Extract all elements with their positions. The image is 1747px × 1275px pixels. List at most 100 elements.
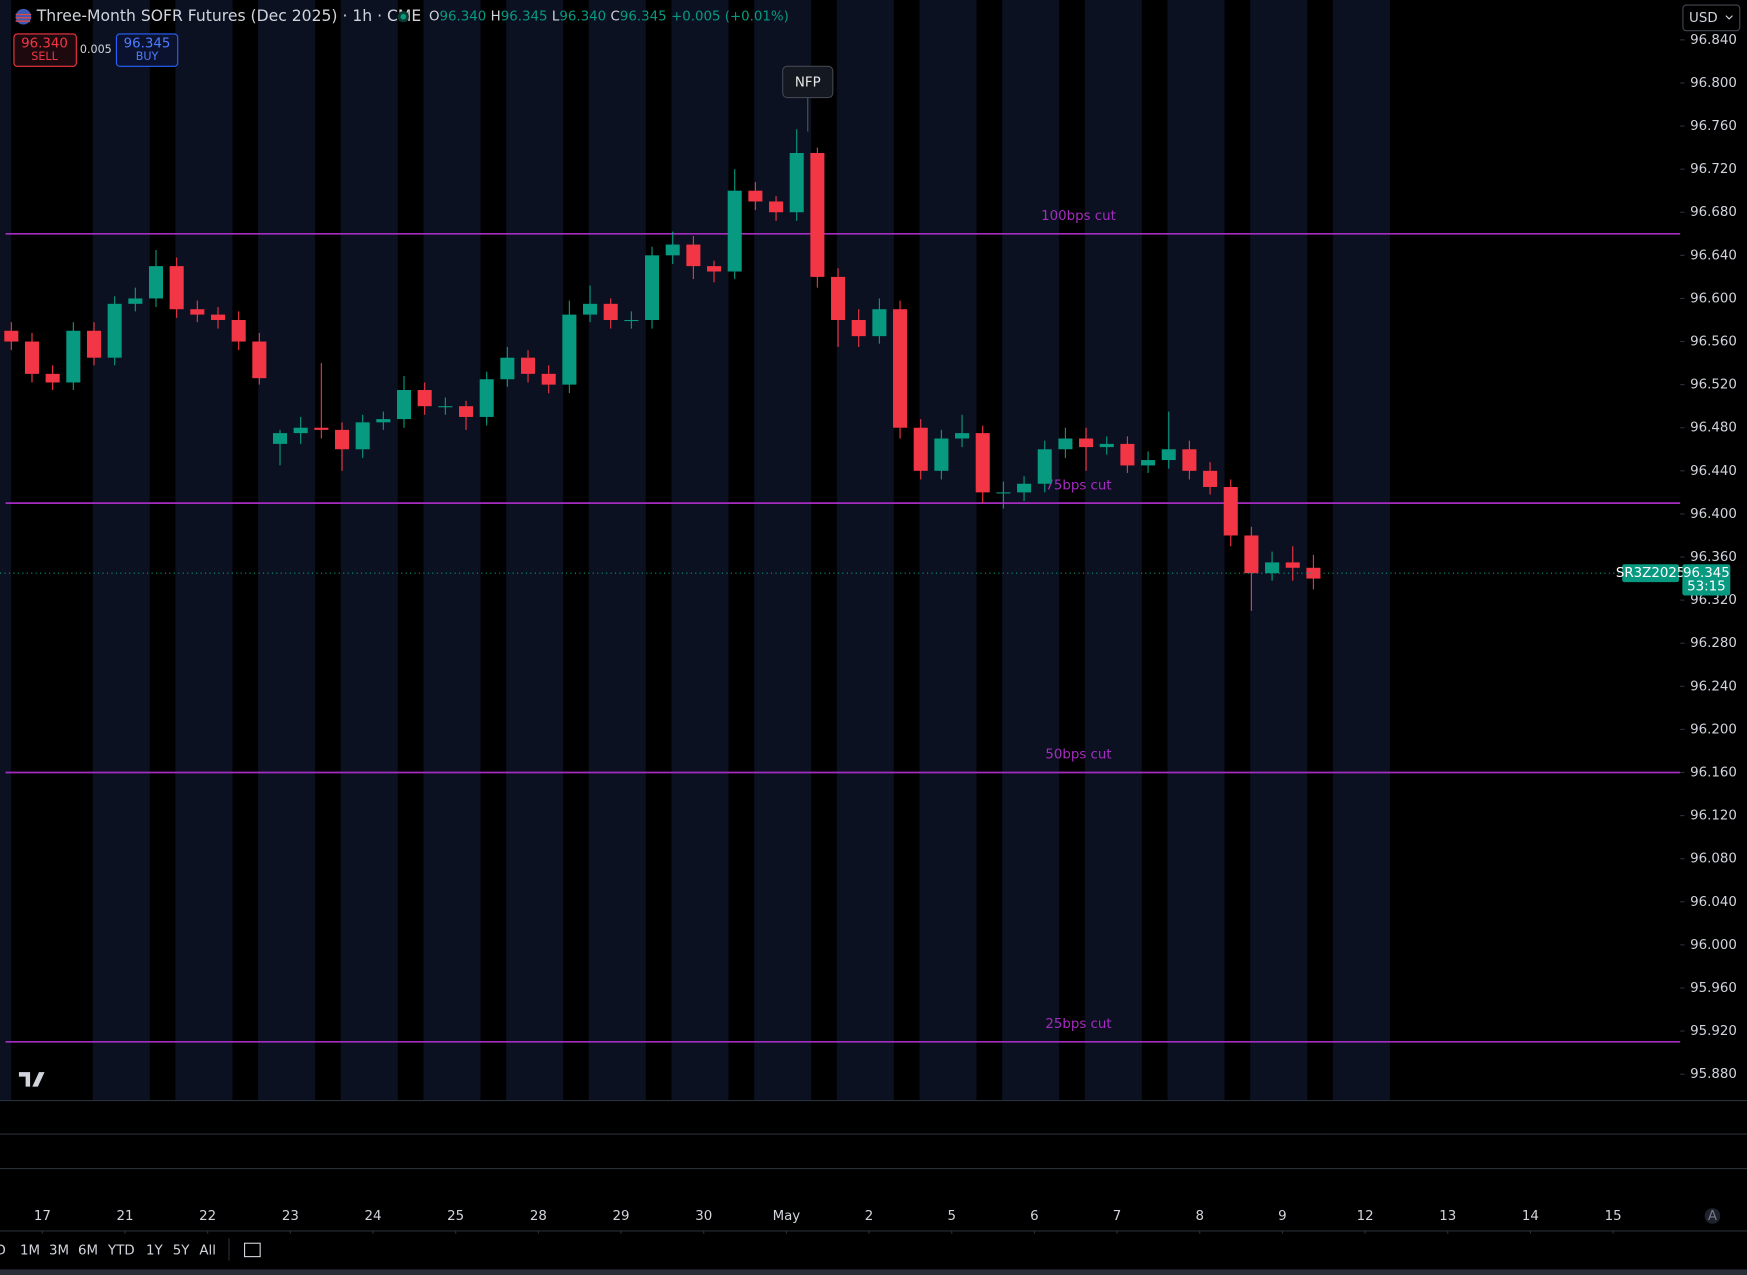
level-label: 50bps cut (1045, 748, 1111, 763)
candle-body (955, 433, 970, 439)
candle-body (417, 390, 432, 407)
y-tick-label: 96.200 (1690, 722, 1737, 737)
candle-body (872, 309, 887, 337)
candle-body (521, 357, 536, 374)
candle-body (4, 330, 19, 342)
auto-scale-button[interactable] (1704, 1208, 1721, 1224)
candle-body (24, 341, 40, 374)
x-tick-label: 14 (1522, 1209, 1539, 1224)
candle-body (314, 427, 329, 430)
candle-body (66, 330, 81, 383)
ohlc-key: H (491, 10, 501, 25)
candle-body (355, 422, 370, 450)
candle-body (748, 190, 763, 202)
candle-body (810, 152, 825, 277)
symbol-title[interactable]: Three-Month SOFR Futures (Dec 2025) · 1h… (36, 7, 421, 25)
candle-body (769, 201, 784, 213)
y-tick-label: 96.280 (1690, 636, 1737, 651)
ohlc-key: L (552, 10, 560, 25)
ohlc-value: 96.340 (559, 10, 606, 25)
candle-body (458, 406, 474, 417)
ohlc-legend: O96.340 H96.345 L96.340 C96.345 +0.005 (+0.0… (429, 10, 789, 25)
calendar-icon[interactable] (244, 1242, 261, 1258)
range-button[interactable]: 5Y (173, 1243, 190, 1258)
candle-body (1285, 562, 1300, 568)
auto-scale-icon: A (1708, 1209, 1718, 1224)
level-label: 75bps cut (1045, 478, 1111, 493)
session-band (175, 0, 233, 1101)
y-tick-label: 96.560 (1690, 335, 1737, 350)
candle-body (231, 319, 246, 342)
x-tick-label: 17 (34, 1209, 51, 1224)
candle-body (86, 330, 102, 358)
sell-label: SELL (31, 50, 58, 63)
candle-body (624, 319, 639, 322)
candle-body (190, 309, 205, 315)
session-band (1084, 0, 1142, 1101)
candle-body (107, 303, 122, 358)
range-button[interactable]: 3M (49, 1243, 69, 1258)
x-tick-label: 2 (865, 1209, 873, 1224)
session-band (1167, 0, 1225, 1101)
candle-body (334, 429, 350, 450)
y-tick-label: 96.400 (1690, 507, 1737, 522)
x-tick-label: 23 (282, 1209, 299, 1224)
candle-body (1244, 535, 1259, 574)
range-button[interactable]: 1Y (146, 1243, 163, 1258)
session-band (1332, 0, 1390, 1101)
candle-body (583, 303, 598, 315)
range-toolbar: D 1M 3M 6M YTD 1Y 5Y All (0, 1243, 216, 1258)
range-button[interactable]: 1M (20, 1243, 40, 1258)
x-tick-label: 9 (1278, 1209, 1286, 1224)
candle-body (1017, 483, 1032, 493)
y-tick-label: 96.800 (1690, 76, 1737, 91)
candle-body (1223, 486, 1238, 536)
y-tick-label: 96.440 (1690, 464, 1737, 479)
candle-body (1161, 449, 1176, 461)
symbol-tag-label: SR3Z2025 (1616, 566, 1685, 581)
candle-body (665, 244, 680, 256)
buy-price: 96.345 (124, 36, 171, 51)
scrollbar (0, 1269, 1747, 1275)
buy-button[interactable] (115, 33, 179, 67)
range-button[interactable]: D (0, 1243, 6, 1258)
candle-body (376, 419, 391, 423)
candle-body (686, 244, 701, 267)
candle-body (645, 255, 660, 320)
x-tick-label: 22 (199, 1209, 216, 1224)
y-tick-label: 96.120 (1690, 809, 1737, 824)
session-band (919, 0, 977, 1101)
x-tick-label: 24 (365, 1209, 382, 1224)
candle-body (1182, 449, 1197, 471)
y-tick-label: 95.920 (1690, 1024, 1737, 1039)
candle-body (541, 373, 556, 385)
x-tick-label: 12 (1357, 1209, 1374, 1224)
candle-body (500, 357, 515, 380)
candle-body (438, 406, 453, 408)
candle-body (272, 433, 288, 444)
range-button[interactable]: YTD (107, 1243, 135, 1258)
symbol-tag (1622, 564, 1680, 583)
y-tick-label: 96.840 (1690, 33, 1737, 48)
y-tick-label: 96.760 (1690, 119, 1737, 134)
x-tick-label: 30 (695, 1209, 712, 1224)
session-band (340, 0, 398, 1101)
candle-body (913, 427, 928, 471)
flag-icon (15, 8, 32, 25)
x-tick-label: 28 (530, 1209, 547, 1224)
range-button[interactable]: All (199, 1243, 216, 1258)
level-label: 25bps cut (1045, 1017, 1111, 1032)
candle-body (996, 492, 1011, 494)
candle-body (893, 309, 908, 428)
candle-body (45, 373, 60, 383)
sell-button[interactable] (13, 33, 77, 67)
candle-body (1141, 460, 1156, 466)
candle-body (789, 152, 804, 213)
currency-select[interactable] (1682, 4, 1741, 32)
candle-body (562, 314, 577, 385)
level-label: 100bps cut (1041, 209, 1116, 224)
ohlc-key: C (611, 10, 620, 25)
range-button[interactable]: 6M (78, 1243, 98, 1258)
x-tick-label: 6 (1030, 1209, 1038, 1224)
